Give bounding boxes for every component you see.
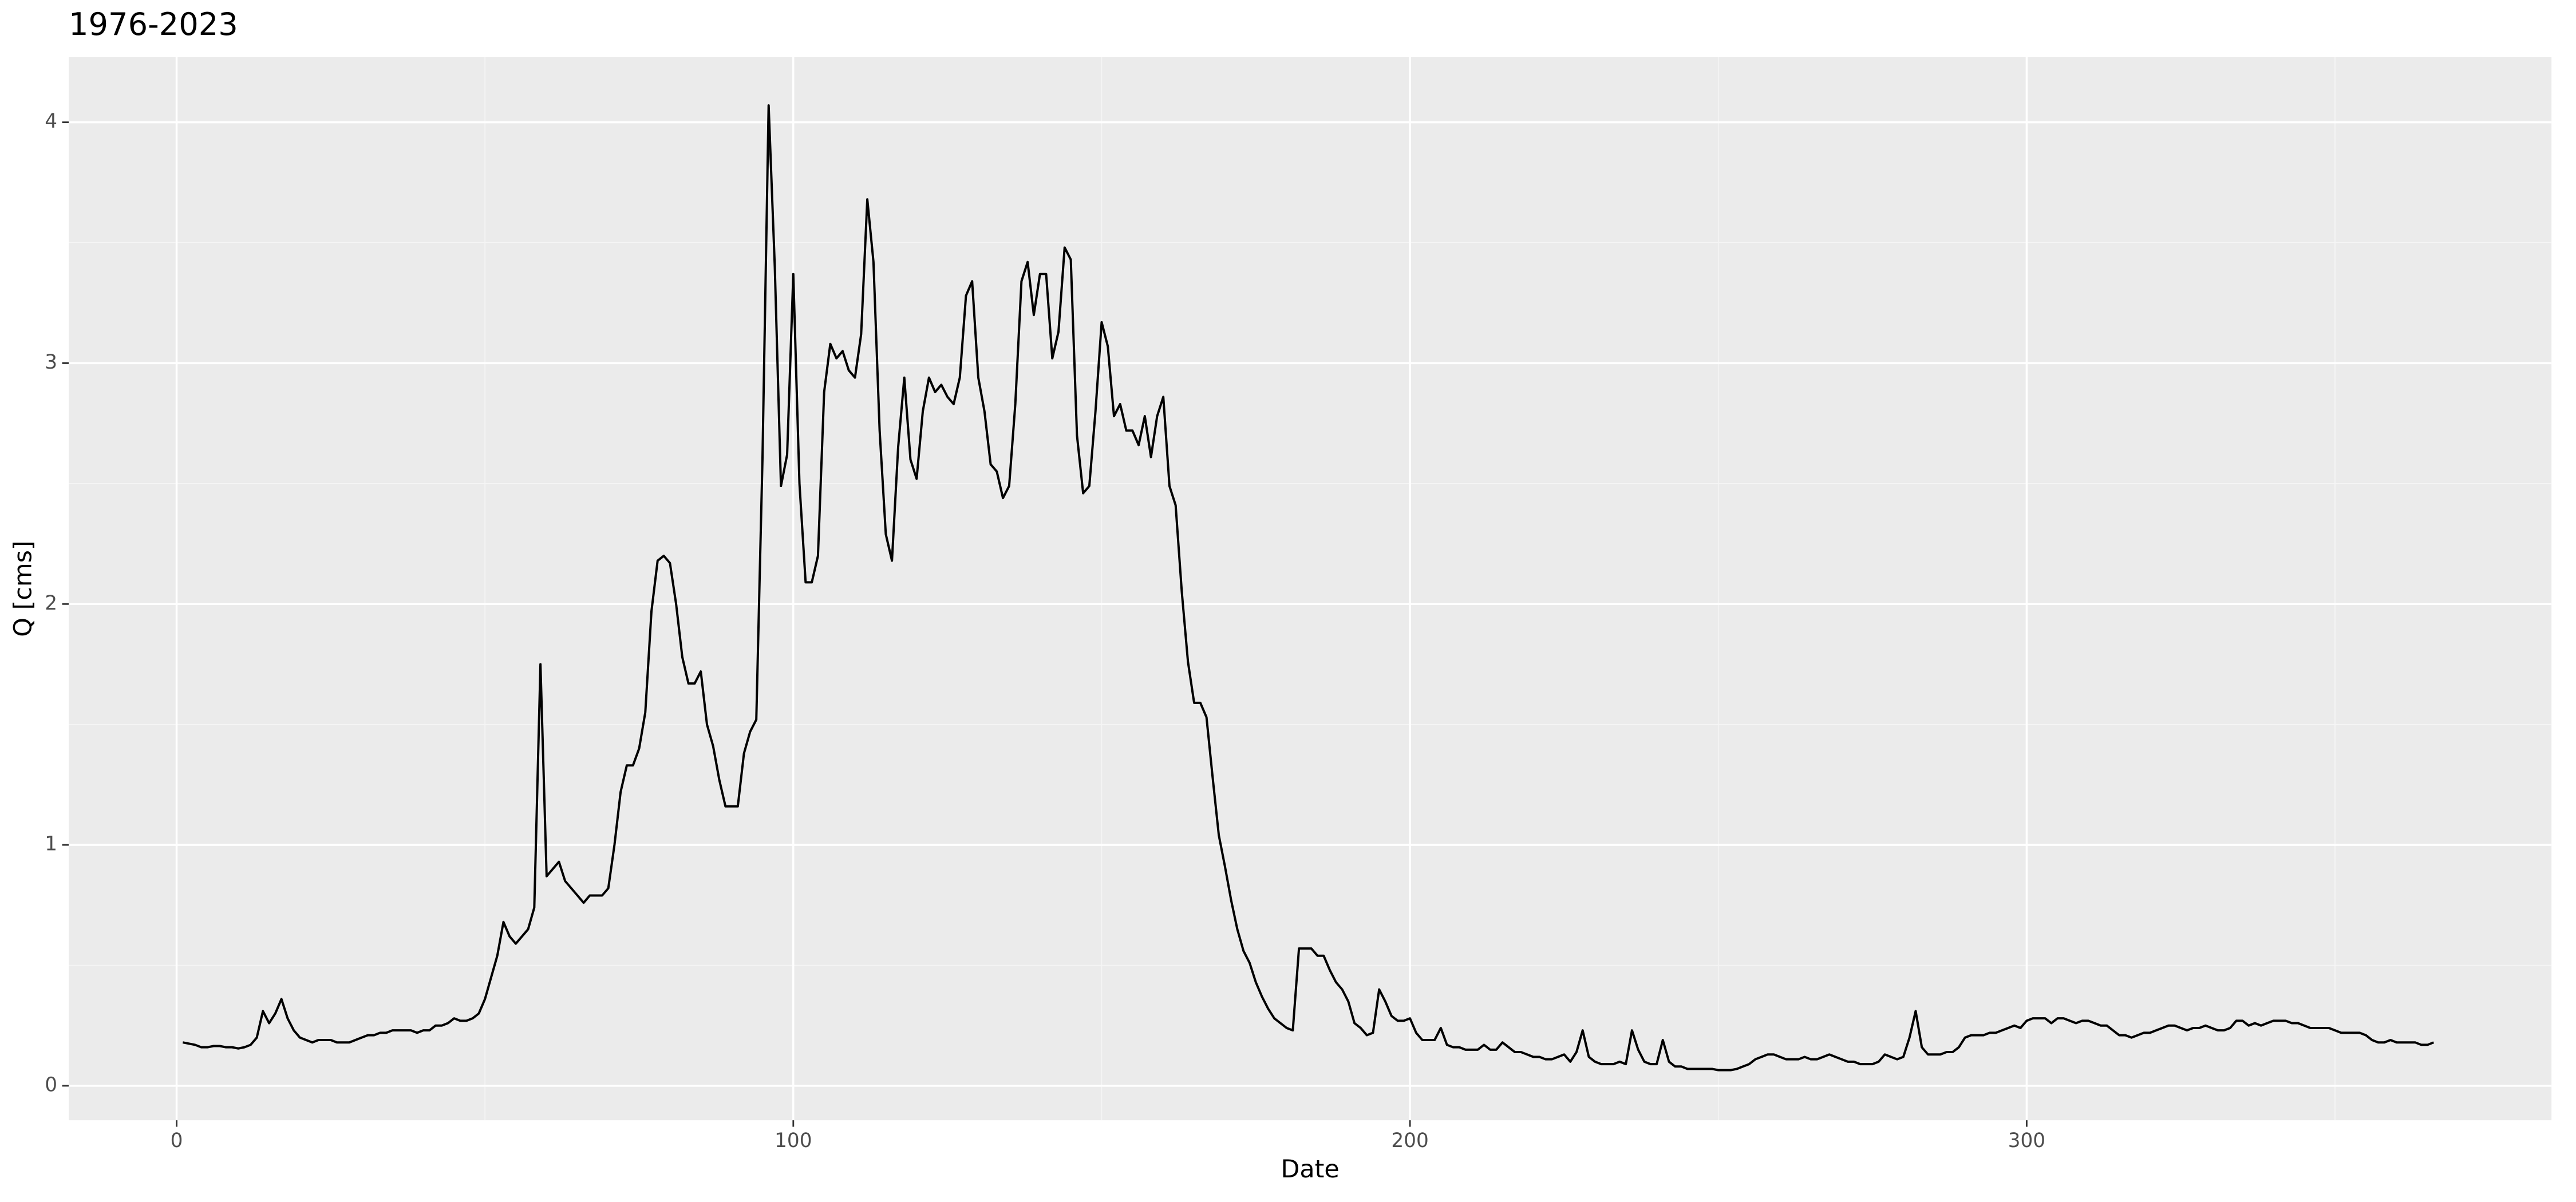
labels: 0 100 200 300 0 1 2 3 4 [45, 110, 2045, 1152]
x-axis-title: Date [1281, 1155, 1339, 1184]
x-tick-label: 100 [775, 1129, 812, 1152]
line-series [182, 104, 2435, 1071]
x-tick-label: 300 [2008, 1129, 2045, 1152]
y-axis-title: Q [cms] [9, 540, 37, 636]
y-tick-label: 0 [45, 1073, 57, 1096]
y-tick-label: 1 [45, 833, 57, 856]
y-tick-label: 3 [45, 351, 57, 374]
y-tick-label: 2 [45, 592, 57, 615]
chart-title: 1976-2023 [69, 6, 238, 42]
grid [69, 57, 2552, 1121]
x-tick-label: 0 [171, 1129, 183, 1152]
panel [69, 57, 2552, 1121]
y-tick-label: 4 [45, 110, 57, 133]
marks [182, 104, 2435, 1071]
x-tick-label: 200 [1391, 1129, 1428, 1152]
